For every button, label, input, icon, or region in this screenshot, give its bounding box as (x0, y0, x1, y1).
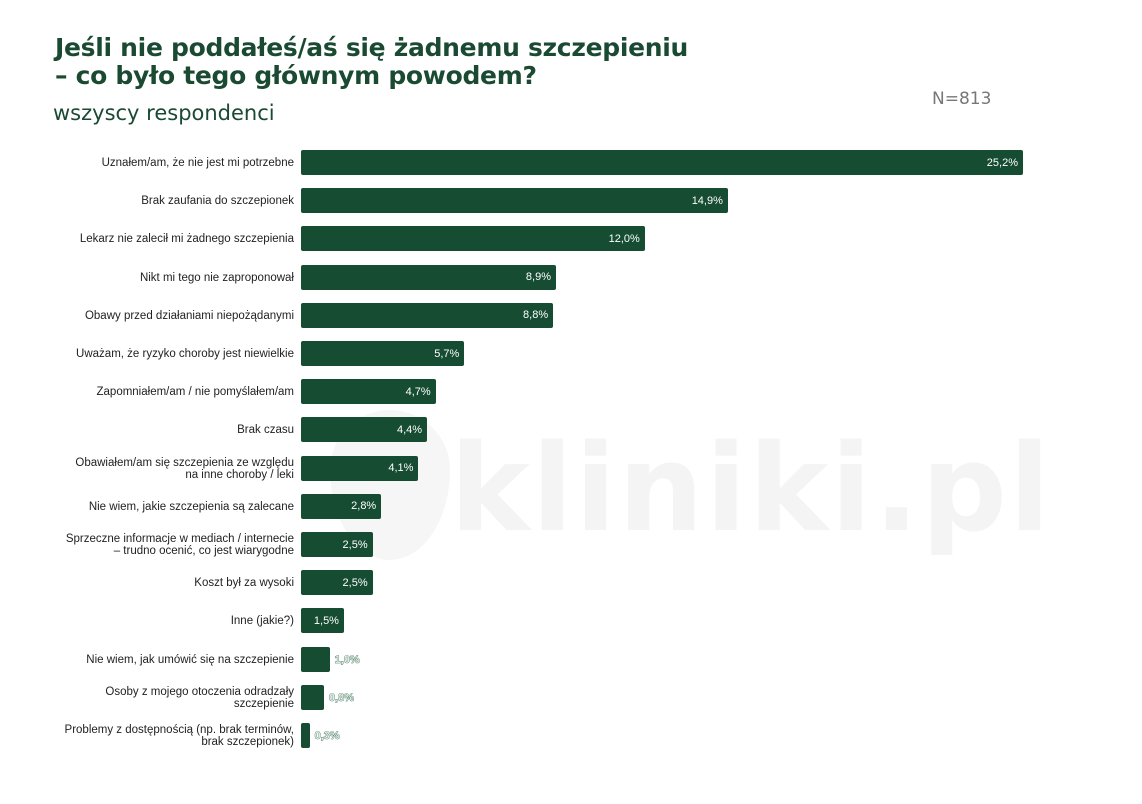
bar: 8,9% (301, 264, 556, 290)
value-label: 12,0% (608, 232, 640, 245)
category-label: Lekarz nie zalecił mi żadnego szczepieni… (79, 233, 294, 246)
category-label: Problemy z dostępnością (np. brak termin… (64, 724, 294, 748)
value-label: 14,9% (691, 194, 723, 207)
bar: 5,7% (301, 341, 465, 366)
category-label: Obawy przed działaniami niepożądanymi (84, 309, 294, 322)
value-label: 2,5% (342, 576, 368, 589)
chart-title-line1: Jeśli nie poddałeś/aś się żadnemu szczep… (55, 33, 689, 62)
value-label: 25,2% (986, 156, 1018, 169)
chart-row: Osoby z mojego otoczenia odradzały szcze… (0, 684, 1142, 711)
chart-title-line2: – co było tego głównym powodem? (55, 61, 537, 90)
bar: 8,8% (301, 302, 554, 328)
value-label: 2,5% (342, 538, 368, 551)
category-label: Nie wiem, jakie szczepienia są zalecane (88, 500, 294, 513)
chart-row: Nie wiem, jakie szczepienia są zalecane 2… (0, 493, 1142, 520)
value-label: 1,0% (334, 653, 360, 666)
bar: 2,8% (301, 493, 382, 519)
chart-row: Problemy z dostępnością (np. brak termin… (0, 723, 1142, 749)
category-label: Brak zaufania do szczepionek (141, 195, 294, 208)
value-label: 2,8% (351, 500, 377, 513)
category-label: Obawiałem/am się szczepienia ze względu … (75, 456, 294, 481)
value-label: 4,4% (396, 423, 423, 436)
category-label: Brak czasu (237, 424, 294, 437)
chart-title: Jeśli nie poddałeś/aś się żadnemu szczep… (55, 34, 688, 90)
bar: 25,2% (301, 150, 1023, 175)
bar: 4,4% (301, 417, 428, 443)
chart-row: Lekarz nie zalecił mi żadnego szczepieni… (0, 226, 1142, 252)
chart-subtitle: wszyscy respondenci (53, 101, 275, 125)
bar (301, 646, 330, 672)
category-label: Nikt mi tego nie zaproponował (139, 271, 294, 284)
category-label: Osoby z mojego otoczenia odradzały szcze… (105, 685, 294, 710)
chart-row: Zapomniałem/am / nie pomyślałem/am 4,7% (0, 379, 1142, 405)
chart-row: Nie wiem, jak umówić się na szczepienie 1… (0, 646, 1142, 673)
chart-row: Inne (jakie?) 1,5% (0, 608, 1142, 634)
bar (301, 723, 310, 748)
sample-size-label: N=813 (932, 89, 992, 109)
value-label: 0,3% (314, 730, 340, 743)
category-label: Inne (jakie?) (230, 615, 294, 628)
chart-row: Obawiałem/am się szczepienia ze względu … (0, 455, 1142, 482)
chart-row: Obawy przed działaniami niepożądanymi 8,8… (0, 302, 1142, 329)
category-label: Koszt był za wysoki (194, 577, 294, 590)
value-label: 8,8% (523, 309, 549, 322)
category-label: Uznałem/am, że nie jest mi potrzebne (101, 157, 294, 169)
value-label: 8,9% (525, 271, 551, 284)
category-label: Zapomniałem/am / nie pomyślałem/am (96, 386, 295, 399)
category-label: Uważam, że ryzyko choroby jest niewielki… (76, 348, 294, 360)
bar: 1,5% (301, 608, 344, 634)
bar: 4,7% (301, 379, 436, 405)
bar: 4,1% (301, 455, 419, 481)
value-label: 4,1% (388, 462, 414, 475)
chart-row: Koszt był za wysoki 2,5% (0, 570, 1142, 596)
bar: 2,5% (301, 532, 373, 557)
bar: 2,5% (301, 570, 373, 596)
chart-row: Brak czasu 4,4% (0, 417, 1142, 443)
bar: 14,9% (301, 188, 728, 214)
value-label: 1,5% (313, 614, 339, 627)
chart-row: Brak zaufania do szczepionek 14,9% (0, 188, 1142, 214)
value-label: 0,8% (328, 691, 355, 704)
category-label: Sprzeczne informacje w mediach / interne… (65, 533, 294, 557)
value-label: 4,7% (405, 385, 431, 398)
value-label: 5,7% (434, 347, 460, 360)
category-label: Nie wiem, jak umówić się na szczepienie (86, 653, 294, 666)
chart-row: Uznałem/am, że nie jest mi potrzebne 25,2… (0, 150, 1142, 176)
bar (301, 684, 324, 710)
chart-row: Nikt mi tego nie zaproponował 8,9% (0, 264, 1142, 291)
bar: 12,0% (301, 226, 645, 252)
chart-row: Sprzeczne informacje w mediach / interne… (0, 532, 1142, 558)
chart-row: Uważam, że ryzyko choroby jest niewielki… (0, 341, 1142, 367)
